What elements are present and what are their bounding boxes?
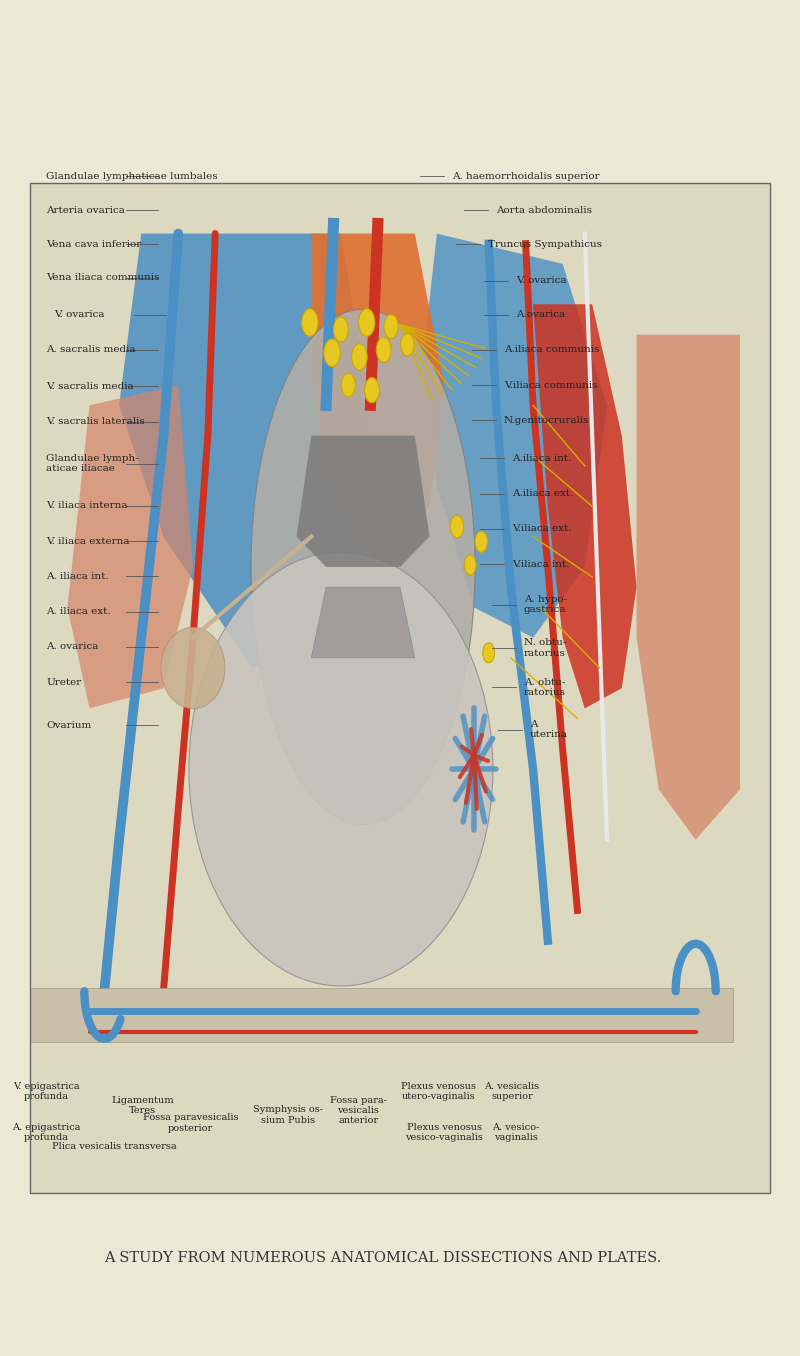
Text: Aorta abdominalis: Aorta abdominalis [496, 206, 592, 214]
Text: A. vesicalis
superior: A. vesicalis superior [485, 1082, 539, 1101]
Polygon shape [119, 233, 386, 669]
Text: Plexus venosus
utero-vaginalis: Plexus venosus utero-vaginalis [401, 1082, 476, 1101]
Polygon shape [311, 587, 414, 658]
Text: A. vesico-
vaginalis: A. vesico- vaginalis [492, 1123, 540, 1142]
Text: V. sacralis media: V. sacralis media [46, 382, 134, 391]
Text: A
uterina: A uterina [530, 720, 568, 739]
Text: A.ovarica: A.ovarica [516, 311, 565, 319]
Text: Glandulae lymphaticae lumbales: Glandulae lymphaticae lumbales [46, 172, 218, 180]
Ellipse shape [161, 628, 225, 709]
Text: V. sacralis lateralis: V. sacralis lateralis [46, 418, 145, 426]
Text: A.iliaca int.: A.iliaca int. [512, 454, 571, 462]
Bar [30, 183, 770, 1193]
Text: A. hypo-
gastrica: A. hypo- gastrica [524, 595, 567, 614]
Text: A. obtu-
ratorius: A. obtu- ratorius [524, 678, 566, 697]
Text: V. ovarica: V. ovarica [54, 311, 105, 319]
Bar [30, 987, 733, 1041]
Text: Symphysis os-
sium Pubis: Symphysis os- sium Pubis [253, 1105, 323, 1124]
Circle shape [401, 334, 414, 357]
Circle shape [334, 317, 348, 342]
Circle shape [324, 339, 340, 366]
Ellipse shape [189, 552, 493, 986]
Text: Arteria ovarica: Arteria ovarica [46, 206, 126, 214]
Polygon shape [297, 435, 430, 567]
Text: Fossa para-
vesicalis
anterior: Fossa para- vesicalis anterior [330, 1096, 387, 1125]
Text: A. ovarica: A. ovarica [46, 643, 98, 651]
Text: V. ovarica: V. ovarica [516, 277, 566, 285]
Text: Fossa paravesicalis
posterior: Fossa paravesicalis posterior [142, 1113, 238, 1132]
Text: Plica vesicalis transversa: Plica vesicalis transversa [52, 1142, 177, 1151]
Text: V.iliaca int.: V.iliaca int. [512, 560, 570, 568]
Text: V. epigastrica
profunda: V. epigastrica profunda [13, 1082, 80, 1101]
Bar [30, 183, 770, 1193]
Circle shape [464, 555, 476, 575]
Circle shape [351, 343, 367, 370]
Text: Vena iliaca communis: Vena iliaca communis [46, 274, 160, 282]
Text: N.genitocruralis: N.genitocruralis [504, 416, 590, 424]
Circle shape [358, 309, 375, 336]
Text: A.iliaca ext.: A.iliaca ext. [512, 490, 574, 498]
Text: Ligamentum
Teres: Ligamentum Teres [111, 1096, 174, 1115]
Text: N. obtu-
ratorius: N. obtu- ratorius [524, 639, 566, 658]
Text: A STUDY FROM NUMEROUS ANATOMICAL DISSECTIONS AND PLATES.: A STUDY FROM NUMEROUS ANATOMICAL DISSECT… [104, 1252, 662, 1265]
Circle shape [365, 377, 379, 403]
Text: V.iliaca ext.: V.iliaca ext. [512, 525, 571, 533]
Text: A.iliaca communis: A.iliaca communis [504, 346, 599, 354]
Text: A. epigastrica
profunda: A. epigastrica profunda [12, 1123, 81, 1142]
Text: A. iliaca ext.: A. iliaca ext. [46, 607, 111, 616]
Circle shape [376, 338, 391, 362]
Ellipse shape [251, 309, 475, 824]
Circle shape [475, 532, 487, 552]
Polygon shape [422, 233, 607, 637]
Text: A. haemorrhoidalis superior: A. haemorrhoidalis superior [452, 172, 600, 180]
Text: V. iliaca externa: V. iliaca externa [46, 537, 130, 545]
Text: V.iliaca communis: V.iliaca communis [504, 381, 598, 389]
Polygon shape [533, 304, 637, 708]
Circle shape [482, 643, 494, 663]
Circle shape [450, 515, 463, 538]
Circle shape [342, 373, 355, 397]
Text: Ureter: Ureter [46, 678, 82, 686]
Text: Plexus venosus
vesico-vaginalis: Plexus venosus vesico-vaginalis [405, 1123, 483, 1142]
Polygon shape [67, 385, 193, 708]
Text: Glandulae lymph-
aticae iliacae: Glandulae lymph- aticae iliacae [46, 454, 139, 473]
Text: A. sacralis media: A. sacralis media [46, 346, 136, 354]
Polygon shape [637, 335, 740, 839]
Polygon shape [311, 233, 444, 567]
Circle shape [384, 315, 398, 339]
Text: Truncus Sympathicus: Truncus Sympathicus [488, 240, 602, 248]
Text: A. iliaca int.: A. iliaca int. [46, 572, 109, 580]
Text: Ovarium: Ovarium [46, 721, 92, 730]
Text: Vena cava inferior: Vena cava inferior [46, 240, 142, 248]
Text: V. iliaca interna: V. iliaca interna [46, 502, 128, 510]
Circle shape [302, 309, 318, 336]
